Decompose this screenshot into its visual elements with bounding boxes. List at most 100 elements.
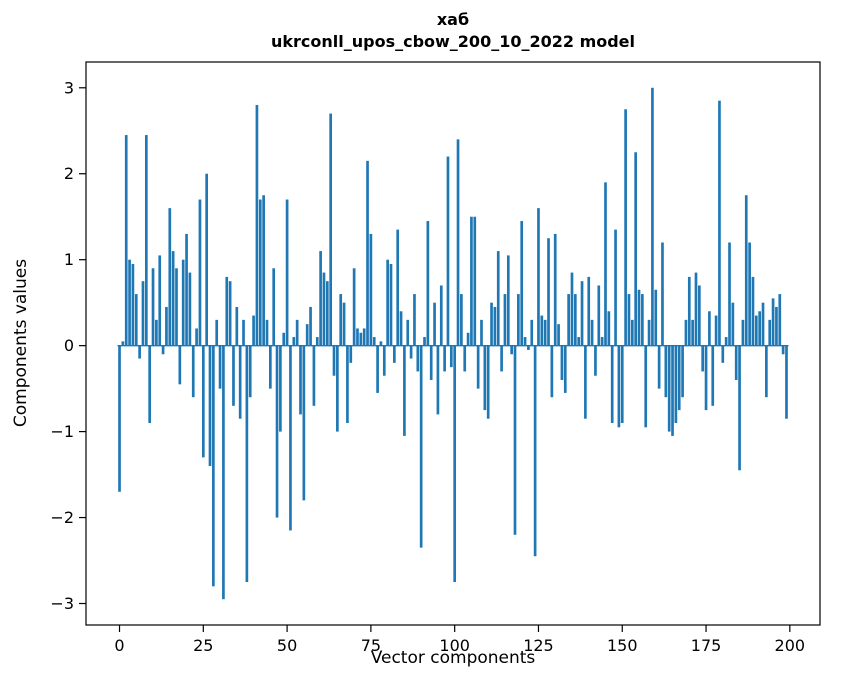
bar xyxy=(352,268,356,346)
bar xyxy=(144,135,148,346)
bar xyxy=(121,341,125,346)
bar xyxy=(265,319,269,346)
bar xyxy=(714,315,718,346)
plot-border xyxy=(85,61,821,626)
x-tick-label: 150 xyxy=(607,636,638,655)
bar xyxy=(493,306,497,346)
bar xyxy=(738,345,741,471)
bar xyxy=(238,345,242,419)
x-tick-label: 100 xyxy=(439,636,470,655)
bar xyxy=(419,345,423,548)
bar xyxy=(778,294,782,346)
x-tick-label: 75 xyxy=(361,636,381,655)
x-tick-label: 200 xyxy=(775,636,806,655)
bar xyxy=(158,255,162,346)
bar xyxy=(379,341,383,346)
bar xyxy=(131,263,135,346)
bar xyxy=(449,345,453,368)
bar xyxy=(647,319,651,346)
x-tick-label: 0 xyxy=(114,636,124,655)
bar xyxy=(473,216,477,346)
bar xyxy=(242,319,245,346)
bar xyxy=(557,324,560,346)
bar xyxy=(610,345,614,424)
bar xyxy=(305,324,309,346)
bar xyxy=(506,255,510,346)
bar xyxy=(208,345,212,466)
bar xyxy=(165,306,168,346)
bar xyxy=(567,294,570,346)
bar xyxy=(765,345,768,398)
bar xyxy=(654,289,658,346)
bar xyxy=(332,345,336,376)
bar xyxy=(698,285,701,346)
bar xyxy=(439,285,443,346)
bar xyxy=(590,319,594,346)
bar xyxy=(272,268,276,346)
bar xyxy=(315,337,319,346)
bar xyxy=(302,345,306,501)
bar xyxy=(185,233,188,346)
bar xyxy=(429,345,433,381)
bar xyxy=(691,319,694,346)
bar xyxy=(785,345,788,419)
bar xyxy=(248,345,252,398)
bar xyxy=(600,337,604,346)
bar xyxy=(630,319,634,346)
bar xyxy=(754,315,758,346)
bar xyxy=(597,285,601,346)
bar xyxy=(235,306,239,346)
bar xyxy=(295,319,299,346)
bar xyxy=(128,259,131,346)
bar xyxy=(758,311,762,346)
bar xyxy=(366,160,369,346)
bar xyxy=(677,345,681,411)
bar xyxy=(322,272,326,346)
bar xyxy=(292,337,296,346)
bar xyxy=(734,345,738,381)
bar xyxy=(674,345,678,424)
bar xyxy=(262,195,265,346)
bar xyxy=(336,345,339,432)
y-axis-label: Components values xyxy=(11,259,31,427)
bar xyxy=(721,345,725,363)
bar xyxy=(282,332,286,346)
bar xyxy=(148,345,152,424)
bar xyxy=(289,345,292,531)
y-tick-label: −1 xyxy=(50,422,74,441)
bar xyxy=(460,294,463,346)
bar xyxy=(480,319,483,346)
bar xyxy=(704,345,708,411)
bar xyxy=(724,337,728,346)
bar xyxy=(124,135,128,346)
bar xyxy=(171,251,175,346)
bar xyxy=(409,345,413,359)
bar xyxy=(470,216,473,346)
bar xyxy=(701,345,705,372)
bar xyxy=(624,109,627,346)
bar xyxy=(155,319,158,346)
bar xyxy=(319,251,322,346)
bar xyxy=(540,315,544,346)
bars-group xyxy=(117,87,789,600)
bar xyxy=(369,233,373,346)
bar xyxy=(258,199,262,346)
bar xyxy=(718,100,721,346)
bar xyxy=(594,345,597,376)
bar xyxy=(496,251,500,346)
bar xyxy=(382,345,386,376)
bar xyxy=(309,306,312,346)
bar xyxy=(550,345,554,398)
bar xyxy=(537,208,540,346)
bar xyxy=(731,302,735,346)
x-tick-label: 125 xyxy=(523,636,554,655)
bar xyxy=(191,345,195,398)
bar xyxy=(325,281,329,346)
ticks-group: 0 25 50 75 100 125 150 175 200 −3 −2 −1 0 1 2 3 xyxy=(50,78,805,655)
bar xyxy=(667,345,671,432)
bar xyxy=(188,272,192,346)
bar xyxy=(694,272,698,346)
bar xyxy=(661,242,664,346)
